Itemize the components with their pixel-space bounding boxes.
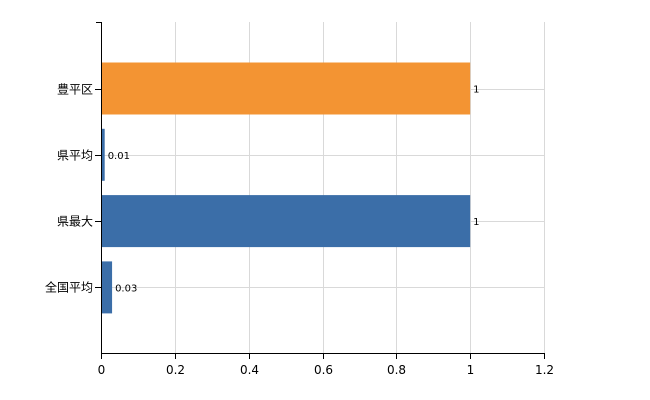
- x-tick-label-5: 1: [467, 363, 475, 377]
- category-label-2: 県最大: [57, 215, 93, 229]
- x-tick-label-0: 0: [98, 363, 106, 377]
- x-tick-label-3: 0.6: [314, 363, 333, 377]
- data-label-1: 0.01: [108, 151, 130, 162]
- x-tick-label-2: 0.4: [240, 363, 259, 377]
- bar-0: [101, 62, 471, 115]
- bar-2: [101, 195, 471, 248]
- bars: [101, 62, 471, 314]
- data-label-3: 0.03: [115, 283, 137, 294]
- category-label-1: 県平均: [57, 149, 93, 163]
- x-tick-label-1: 0.2: [166, 363, 185, 377]
- bar-1: [101, 128, 105, 181]
- data-label-0: 1: [473, 85, 479, 96]
- category-label-3: 全国平均: [45, 280, 93, 295]
- x-tick-label-4: 0.8: [387, 363, 406, 377]
- axes: [95, 22, 545, 359]
- category-label-0: 豊平区: [57, 83, 93, 97]
- data-label-2: 1: [473, 217, 479, 228]
- bar-3: [101, 261, 113, 314]
- x-tick-label-6: 1.2: [535, 363, 554, 377]
